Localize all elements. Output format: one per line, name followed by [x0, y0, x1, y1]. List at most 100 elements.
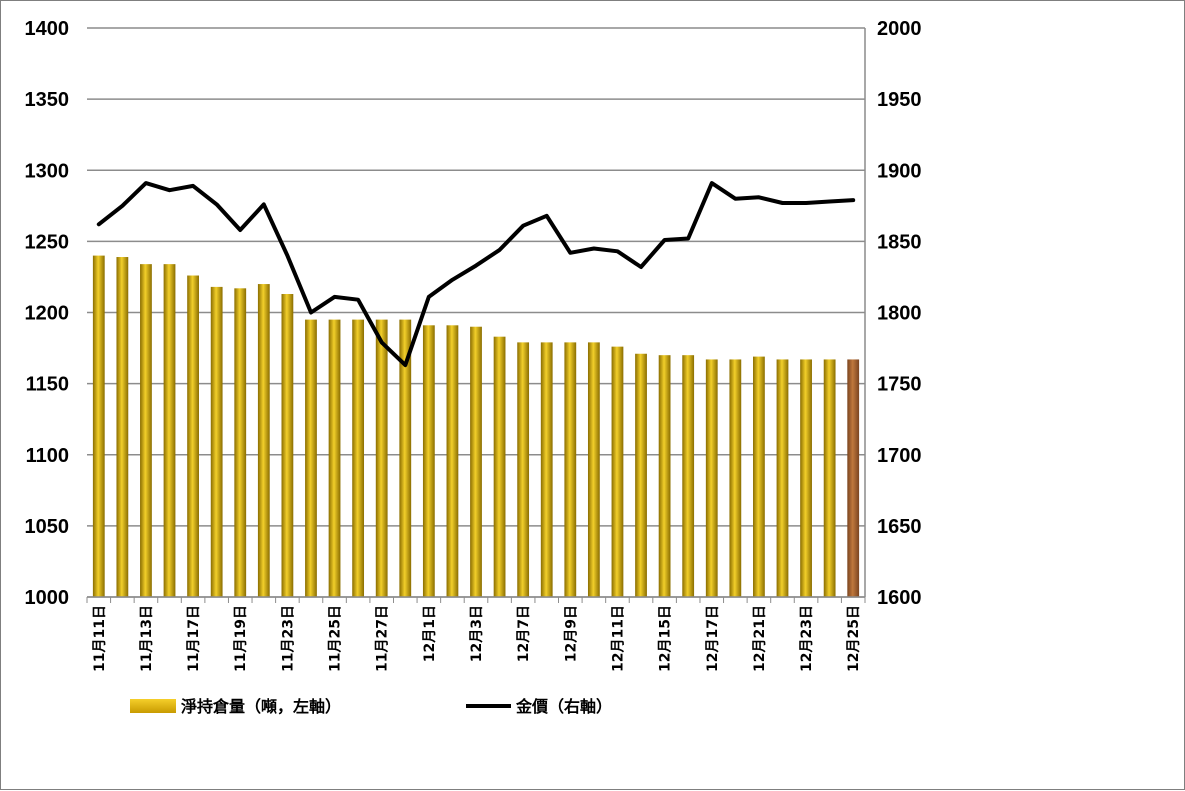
bar-net-holdings — [234, 288, 247, 597]
gold-price-point — [97, 222, 101, 226]
bar-net-holdings — [705, 359, 718, 597]
right-axis-tick-label: 1650 — [877, 516, 922, 538]
bar-net-holdings — [305, 319, 317, 597]
bar-net-holdings — [540, 342, 553, 597]
bar-net-holdings — [564, 342, 577, 597]
bar-net-holdings — [92, 255, 105, 597]
axes — [86, 28, 866, 603]
bar-net-holdings — [328, 319, 341, 597]
gold-price-point — [215, 202, 219, 206]
gold-price-point — [780, 201, 784, 205]
bar-net-holdings — [375, 319, 388, 597]
gold-price-point — [733, 197, 737, 201]
left-axis-tick-label: 1300 — [25, 160, 70, 182]
gold-price-point — [828, 200, 832, 204]
x-axis-category-label: 12月11日 — [610, 605, 626, 672]
bar-net-holdings — [658, 355, 671, 597]
gold-price-point — [120, 204, 124, 208]
bar-net-holdings — [257, 284, 270, 597]
left-axis-tick-label: 1350 — [25, 89, 70, 111]
bar-net-holdings — [682, 355, 695, 597]
bar-series-net-holdings — [92, 255, 860, 597]
right-axis-tick-label: 1950 — [877, 89, 922, 111]
bar-net-holdings — [210, 286, 223, 597]
left-axis-tick-label: 1000 — [25, 587, 70, 609]
gold-price-point — [356, 298, 360, 302]
right-axis-tick-label: 1600 — [877, 587, 922, 609]
x-axis-category-label: 11月23日 — [280, 605, 296, 672]
x-axis-category-labels: 11月11日 11月13日 11月17日 11月19日 11月23日 11月25日 11月2… — [92, 605, 862, 672]
bar-net-holdings — [399, 319, 412, 597]
legend-label-gold-price: 金價（右軸） — [515, 697, 612, 716]
x-axis-category-label: 11月19日 — [233, 605, 249, 672]
bar-net-holdings — [187, 275, 199, 597]
bar-net-holdings — [281, 294, 294, 597]
gold-price-point — [545, 214, 549, 218]
gold-price-point — [804, 201, 808, 205]
x-axis-category-label: 12月3日 — [469, 605, 485, 662]
x-axis-category-label: 11月11日 — [92, 605, 108, 672]
bar-net-holdings — [470, 326, 482, 597]
gold-price-point — [262, 202, 266, 206]
gold-price-point — [663, 238, 667, 242]
bar-net-holdings — [140, 264, 152, 597]
right-axis-tick-label: 1850 — [877, 231, 922, 253]
left-axis-tick-label: 1400 — [25, 18, 70, 40]
legend: 淨持倉量（噸，左軸） 金價（右軸） — [130, 697, 612, 716]
gold-price-point — [615, 249, 619, 253]
gold-price-point — [592, 246, 596, 250]
bar-net-holdings — [116, 257, 129, 597]
x-axis-category-label: 11月27日 — [375, 605, 391, 672]
x-axis-category-label: 12月25日 — [846, 605, 862, 672]
gold-price-point — [686, 237, 690, 241]
legend-label-net-holdings: 淨持倉量（噸，左軸） — [181, 697, 341, 716]
gold-price-point — [427, 295, 431, 299]
gold-price-point — [851, 198, 855, 202]
x-axis-category-label: 12月23日 — [799, 605, 815, 672]
gold-price-point — [521, 224, 525, 228]
left-axis-tick-labels: 1000 1050 1100 1150 1200 1250 1300 1350 1400 — [25, 18, 70, 609]
legend-swatch-net-holdings — [130, 699, 176, 713]
gold-price-point — [568, 251, 572, 255]
left-axis-tick-label: 1100 — [26, 445, 69, 467]
right-axis-tick-label: 1750 — [877, 374, 922, 396]
bar-net-holdings — [587, 342, 600, 597]
bar-net-holdings — [352, 319, 365, 597]
bar-net-holdings — [446, 325, 459, 597]
right-axis-tick-label: 2000 — [877, 18, 922, 40]
gold-price-point — [380, 340, 384, 344]
gold-price-point — [238, 228, 242, 232]
x-axis-category-label: 11月25日 — [328, 605, 344, 672]
bar-net-holdings — [422, 325, 435, 597]
right-axis-tick-labels: 1600 1650 1700 1750 1800 1850 1900 1950 2000 — [877, 18, 922, 609]
left-axis-tick-label: 1150 — [26, 374, 69, 396]
left-axis-tick-label: 1250 — [25, 231, 70, 253]
x-axis-category-label: 12月1日 — [422, 605, 438, 662]
gold-price-point — [333, 295, 337, 299]
gold-price-point — [285, 254, 289, 258]
gold-price-point — [639, 265, 643, 269]
bar-net-holdings — [823, 359, 836, 597]
line-series-gold-price — [96, 181, 856, 368]
right-axis-tick-label: 1800 — [877, 303, 922, 325]
bar-net-holdings — [776, 359, 789, 597]
left-axis-tick-label: 1050 — [25, 516, 70, 538]
x-axis-category-label: 12月15日 — [658, 605, 674, 672]
bar-net-holdings — [493, 336, 506, 597]
right-axis-tick-label: 1700 — [877, 445, 922, 467]
gold-price-point — [168, 188, 172, 192]
bar-net-holdings — [517, 342, 530, 597]
x-axis-category-label: 12月7日 — [516, 605, 532, 662]
gold-price-point — [191, 184, 195, 188]
x-axis-category-label: 12月17日 — [705, 605, 721, 672]
x-axis-category-label: 11月17日 — [186, 605, 202, 672]
gold-price-point — [144, 181, 148, 185]
bar-net-holdings — [611, 346, 624, 597]
gold-price-point — [450, 278, 454, 282]
gold-price-point — [757, 195, 761, 199]
bar-net-holdings — [729, 359, 742, 597]
gold-price-point — [498, 248, 502, 252]
x-axis-category-label: 12月9日 — [563, 605, 579, 662]
